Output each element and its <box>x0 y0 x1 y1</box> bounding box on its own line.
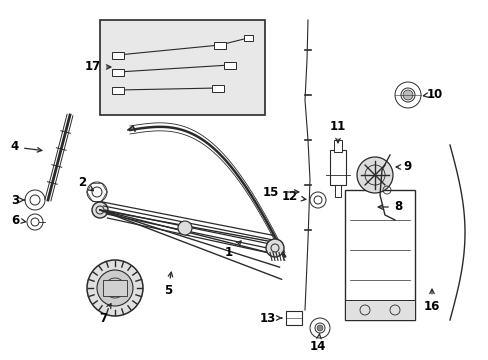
Text: 8: 8 <box>377 201 401 213</box>
Text: 12: 12 <box>281 190 305 203</box>
Circle shape <box>97 270 133 306</box>
Bar <box>333 140 341 152</box>
Text: 16: 16 <box>423 289 439 312</box>
Circle shape <box>402 90 412 100</box>
Text: 10: 10 <box>423 87 442 100</box>
Text: 11: 11 <box>329 121 346 143</box>
Text: 9: 9 <box>395 161 411 174</box>
Bar <box>345 190 414 320</box>
Circle shape <box>178 221 192 235</box>
Circle shape <box>92 202 108 218</box>
Bar <box>100 20 264 115</box>
Bar <box>214 41 225 49</box>
Bar <box>224 62 236 68</box>
Bar <box>285 311 302 325</box>
Circle shape <box>87 260 142 316</box>
Text: 5: 5 <box>163 272 172 297</box>
Bar <box>334 185 340 197</box>
Bar <box>112 51 124 58</box>
Bar <box>329 150 346 185</box>
Bar <box>112 86 124 94</box>
Text: 2: 2 <box>78 176 93 191</box>
Bar <box>103 280 127 296</box>
Text: 7: 7 <box>99 303 111 324</box>
Bar <box>112 68 124 76</box>
Bar <box>345 300 414 320</box>
Circle shape <box>316 325 323 331</box>
Bar <box>212 85 224 91</box>
Text: 1: 1 <box>224 241 241 260</box>
Text: 4: 4 <box>11 140 42 153</box>
Text: 6: 6 <box>11 213 25 226</box>
Text: 14: 14 <box>309 334 325 352</box>
Text: 3: 3 <box>11 194 24 207</box>
Bar <box>243 35 252 41</box>
Text: 13: 13 <box>259 311 281 324</box>
Circle shape <box>265 239 284 257</box>
Text: 17: 17 <box>85 60 111 73</box>
Circle shape <box>356 157 392 193</box>
Text: 15: 15 <box>262 185 298 198</box>
